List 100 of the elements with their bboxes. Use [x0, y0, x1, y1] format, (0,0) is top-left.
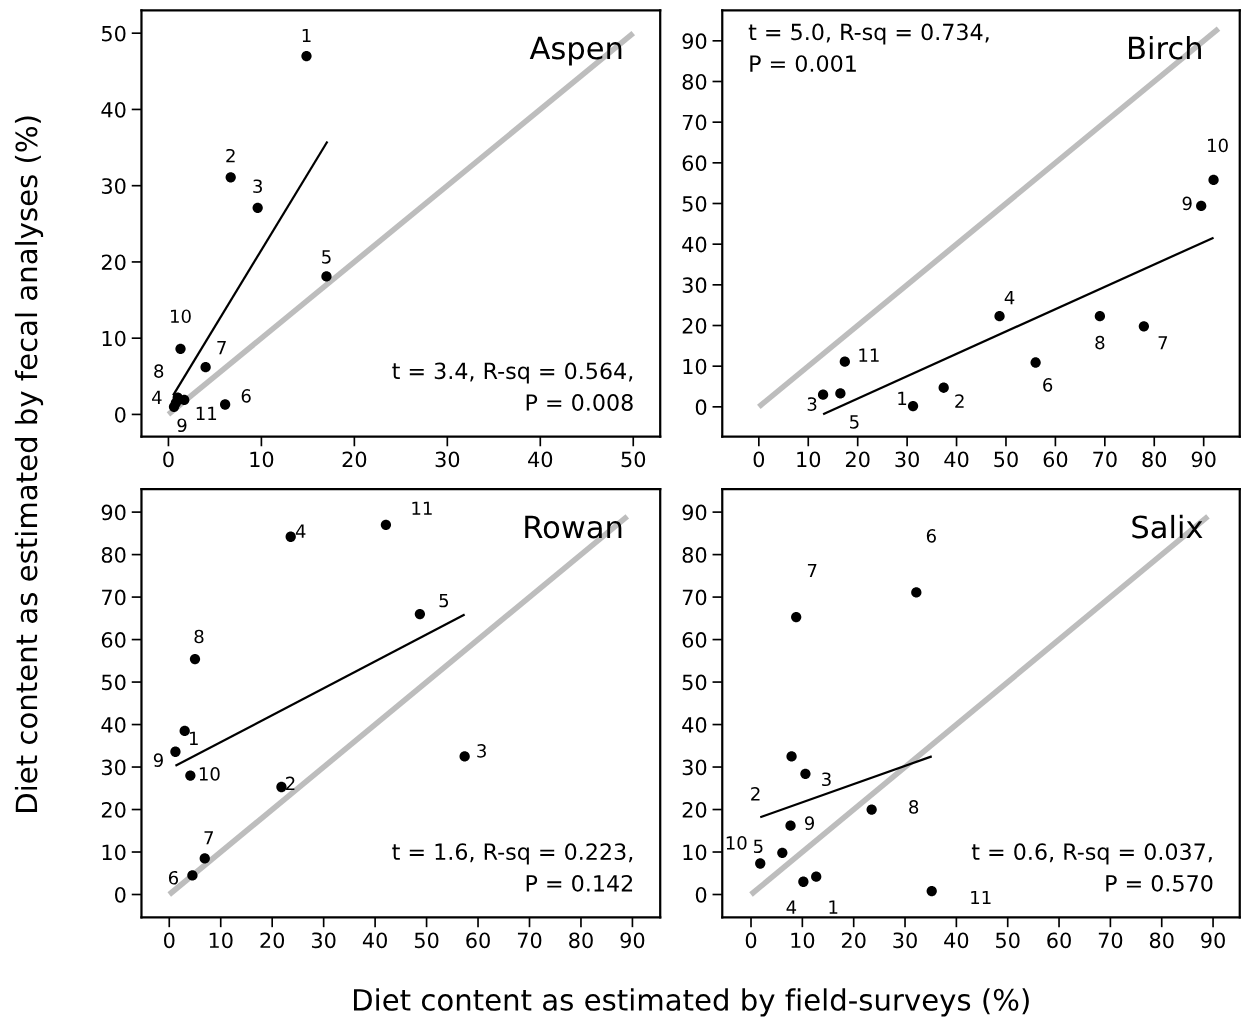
y-tick-label: 10 [102, 844, 126, 861]
y-tick-label: 60 [101, 632, 126, 648]
x-tick-label: 0 [745, 932, 757, 949]
annotation: 8 [909, 800, 919, 814]
text: Birch [1129, 35, 1201, 60]
annotation: 2 [286, 776, 295, 790]
y-tick-label: 50 [101, 674, 126, 691]
y-tick-label: 80 [682, 73, 707, 90]
x-tick-label: 60 [1043, 451, 1068, 468]
y-tick-label: 90 [682, 504, 707, 521]
x-tick-label: 30 [893, 932, 917, 949]
x-tick-label: 80 [1142, 451, 1167, 468]
y-tick-label: 50 [682, 195, 707, 212]
x-tick-label: 10 [797, 451, 821, 468]
text: Salix [1132, 514, 1203, 539]
x-tick-label: 90 [620, 932, 645, 949]
annotation: 1 [189, 731, 198, 745]
point [1094, 311, 1106, 322]
point [938, 382, 949, 393]
annotation: 6 [168, 870, 179, 885]
annotation: 11 [412, 501, 432, 515]
annotation: 1 [302, 28, 311, 43]
point [285, 531, 296, 542]
x-tick-label: 50 [414, 932, 439, 949]
annotation: 4 [786, 900, 797, 914]
point [1030, 357, 1041, 368]
point [911, 587, 922, 598]
point [811, 871, 822, 882]
annotation: 9 [804, 816, 815, 830]
x-tick-label: 80 [569, 932, 593, 949]
point [199, 853, 210, 864]
point [219, 399, 231, 410]
point [225, 172, 236, 183]
point [179, 394, 190, 406]
point [170, 746, 181, 757]
point [168, 401, 180, 412]
point [994, 311, 1005, 322]
point [907, 400, 919, 412]
x-tick-label: 20 [845, 451, 870, 468]
annotation: 8 [1095, 335, 1105, 350]
annotation: 7 [807, 563, 817, 578]
annotation: 7 [204, 831, 213, 845]
x-tick-label: 30 [895, 451, 919, 468]
annotation: t = 3.4, R-sq = 0.564, P = 0.008 [392, 362, 633, 411]
annotation: 11 [971, 890, 991, 905]
y-tick-label: 10 [102, 330, 126, 347]
x-tick-label: 30 [311, 932, 336, 949]
x-tick-label: 40 [944, 451, 969, 468]
y-axis-title: Diet content as estimated by fecal analyses (%) [14, 116, 44, 812]
annotation: 5 [439, 593, 449, 608]
annotation: 7 [217, 340, 226, 355]
point [276, 781, 287, 793]
x-tick-label: 60 [1047, 932, 1071, 949]
annotation: 1 [898, 391, 907, 406]
point [252, 202, 263, 213]
x-tick-label: 70 [517, 932, 542, 949]
point [800, 768, 811, 779]
x-tick-label: 40 [528, 451, 553, 468]
annotation: 5 [322, 250, 331, 264]
y-tick-label: 0 [115, 886, 126, 903]
annotation: t = 5.0, R-sq = 0.734, P = 0.001 [748, 23, 989, 72]
y-tick-label: 40 [101, 101, 126, 118]
x-tick-label: 50 [996, 932, 1020, 949]
x-tick-label: 10 [250, 451, 274, 468]
y-tick-label: 80 [101, 547, 126, 563]
annotation: 2 [955, 394, 964, 408]
annotation: 9 [153, 753, 163, 767]
annotation: 11 [196, 406, 217, 420]
point [835, 388, 846, 399]
annotation: 11 [859, 348, 879, 362]
annotation: 6 [926, 529, 936, 543]
point [1138, 321, 1150, 332]
point [798, 876, 809, 887]
x-tick-label: 0 [163, 451, 174, 468]
y-tick-label: 30 [101, 178, 126, 194]
x-tick-label: 70 [1098, 932, 1123, 949]
point [777, 847, 788, 859]
annotation: 10 [171, 309, 191, 324]
point [175, 343, 186, 354]
annotation: t = 0.6, R-sq = 0.037, P = 0.570 [971, 843, 1213, 892]
x-tick-label: 50 [994, 451, 1018, 468]
y-tick-label: 0 [115, 406, 126, 423]
y-tick-label: 0 [695, 399, 707, 416]
annotation: 9 [1182, 196, 1192, 211]
y-tick-label: 70 [682, 114, 707, 131]
point [301, 50, 312, 62]
y-tick-label: 20 [101, 254, 126, 271]
point [839, 356, 850, 367]
point [414, 608, 426, 620]
point [380, 519, 392, 531]
annotation: 2 [751, 787, 760, 801]
x-tick-label: 0 [164, 932, 175, 949]
annotation: 3 [807, 397, 817, 411]
x-axis-title: Diet content as estimated by field-surveys (%) [354, 988, 1029, 1017]
x-tick-label: 60 [466, 932, 490, 949]
point [189, 653, 201, 665]
y-tick-label: 50 [682, 674, 707, 691]
y-tick-label: 90 [101, 504, 126, 521]
annotation: 7 [1158, 336, 1168, 350]
annotation: 8 [154, 364, 164, 378]
